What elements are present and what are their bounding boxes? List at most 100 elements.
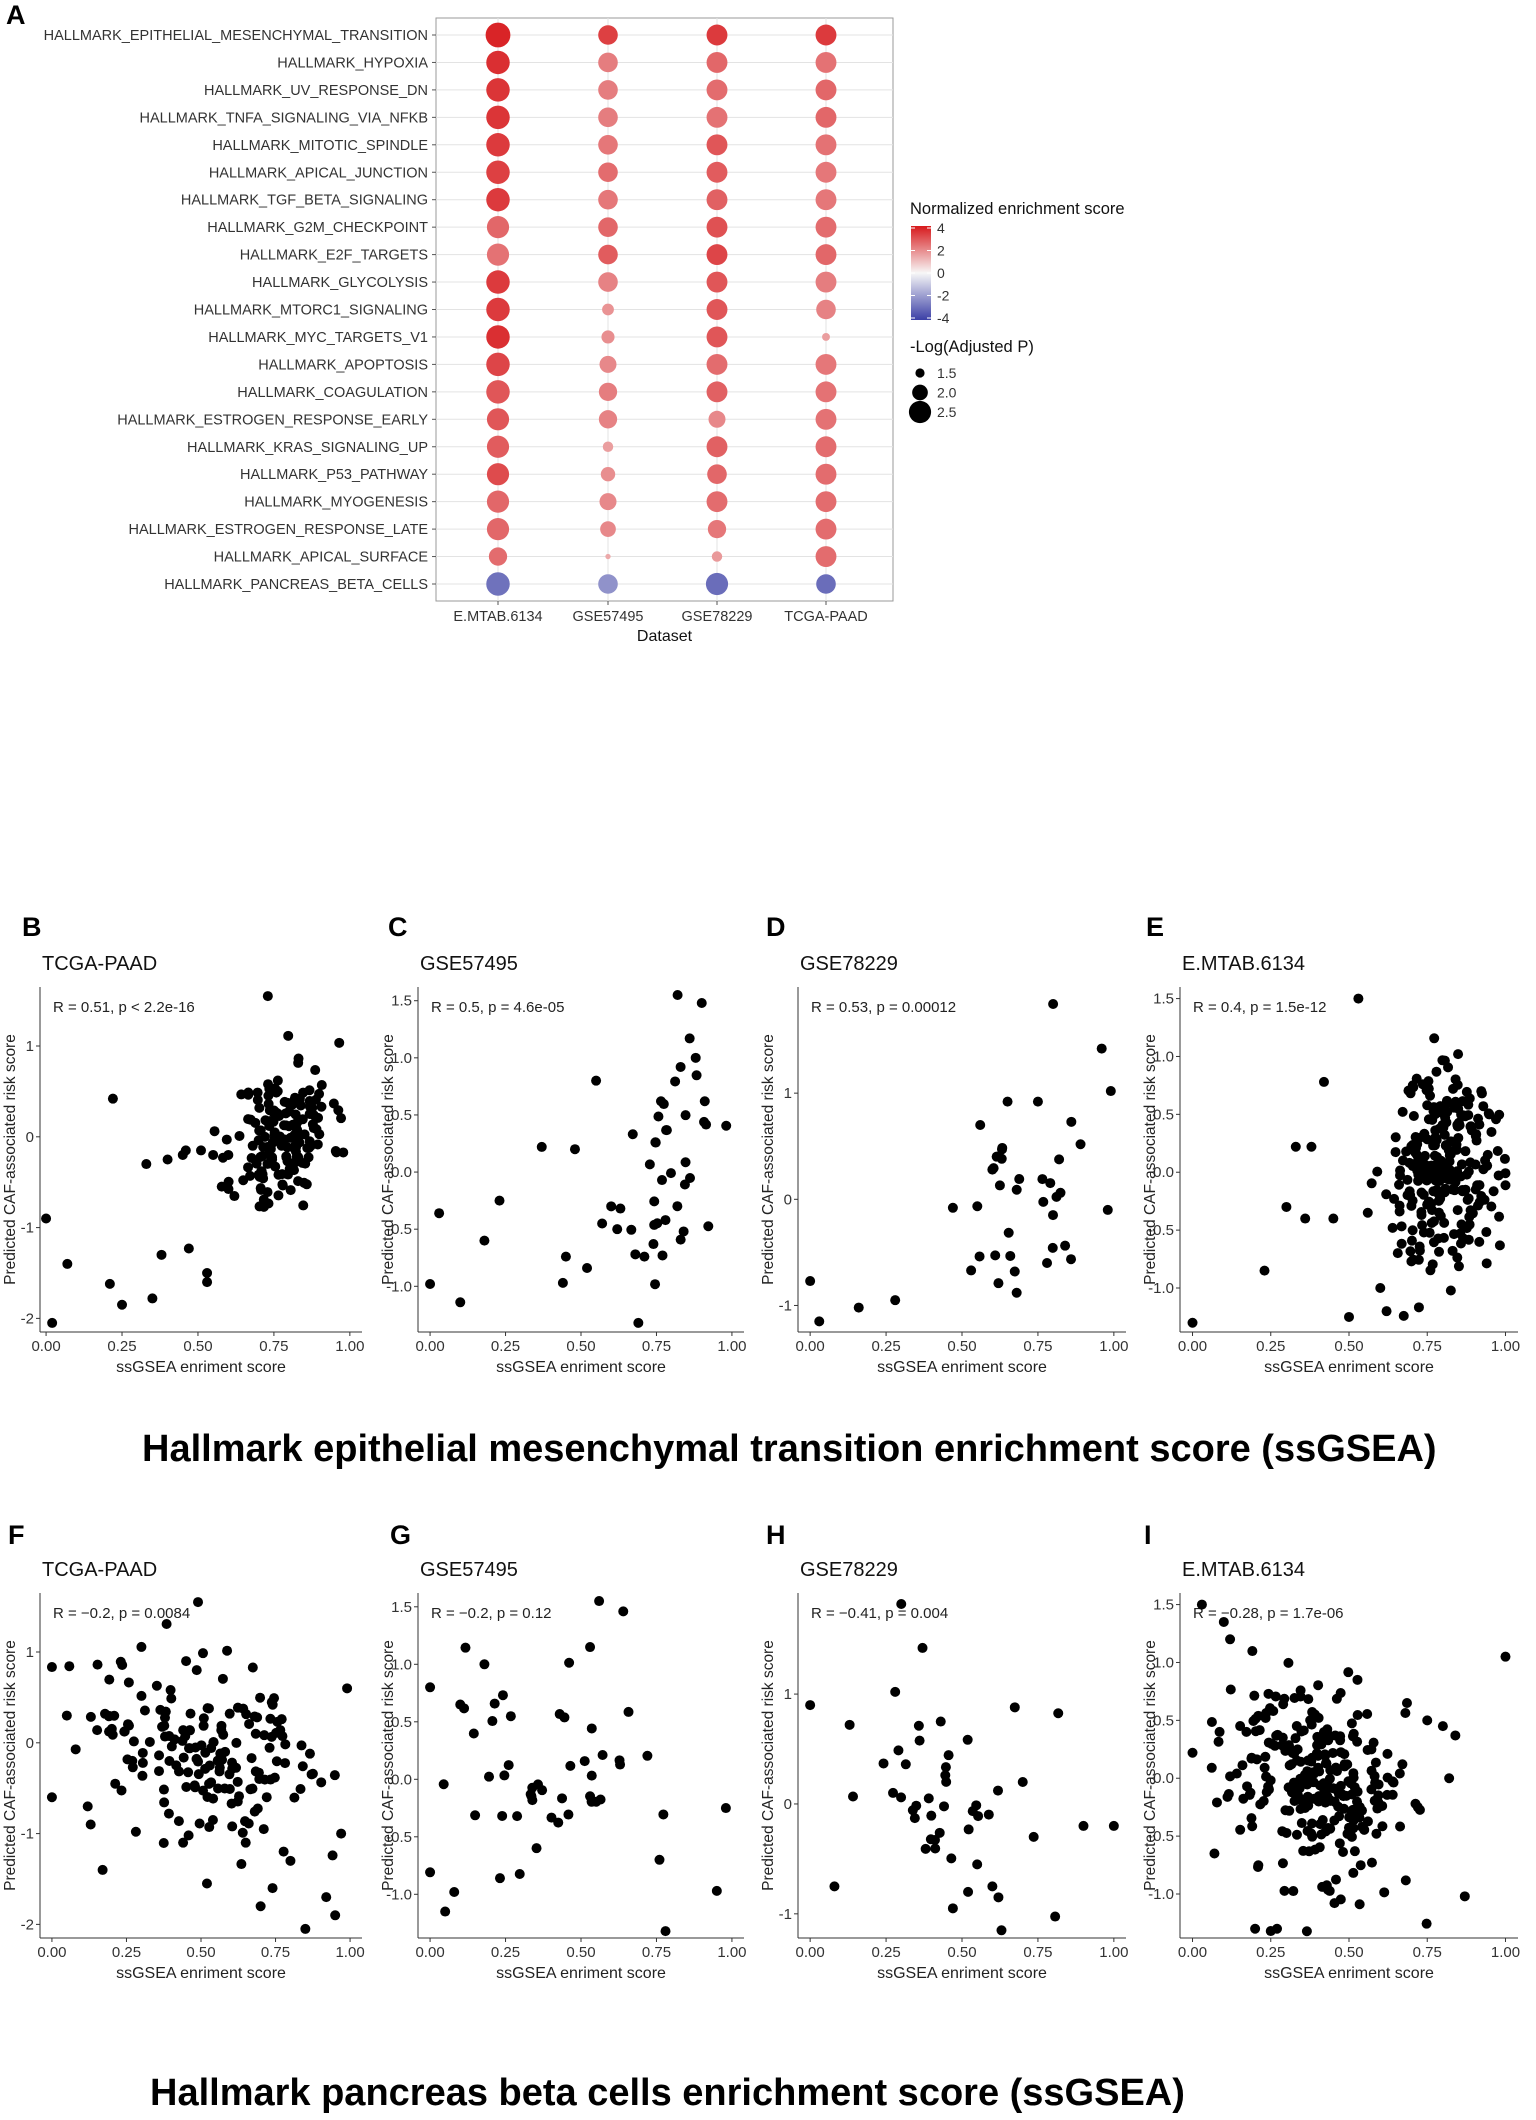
data-point bbox=[201, 1878, 212, 1889]
panel-label-d: D bbox=[766, 912, 786, 942]
enrichment-dot bbox=[486, 490, 510, 513]
x-tick-label: 0.75 bbox=[1023, 1944, 1052, 1961]
data-point bbox=[290, 1109, 301, 1120]
data-point bbox=[161, 1618, 172, 1629]
data-point bbox=[650, 1279, 661, 1290]
data-point bbox=[173, 1816, 184, 1827]
data-point bbox=[278, 1846, 289, 1857]
y-axis-title: Predicted CAF-associated risk score bbox=[760, 1034, 777, 1285]
data-point bbox=[1421, 1918, 1432, 1929]
data-point bbox=[685, 1173, 696, 1184]
data-point bbox=[263, 1198, 274, 1209]
data-point bbox=[1060, 1240, 1071, 1251]
data-point bbox=[122, 1754, 133, 1765]
data-point bbox=[947, 1202, 958, 1213]
data-point bbox=[1241, 1726, 1252, 1737]
y-tick-label: -1.0 bbox=[386, 1278, 412, 1295]
data-point bbox=[425, 1682, 436, 1693]
data-point bbox=[303, 1152, 314, 1163]
data-point bbox=[178, 1725, 189, 1736]
panel-label-i: I bbox=[1144, 1520, 1152, 1550]
x-tick-label: 0.50 bbox=[566, 1338, 595, 1355]
data-point bbox=[425, 1867, 436, 1878]
data-point bbox=[1281, 1827, 1292, 1838]
data-point bbox=[117, 1299, 128, 1310]
scatter-chart-f: TCGA-PAAD 0.00 0.25 0.50 0.75 1.00 -2 -1 0 1 ssGSE… bbox=[2, 1559, 365, 1982]
data-point bbox=[1494, 1109, 1505, 1120]
pathway-label: HALLMARK_APICAL_JUNCTION bbox=[209, 165, 428, 181]
enrichment-dot bbox=[815, 491, 837, 513]
data-point bbox=[1412, 1165, 1423, 1176]
data-point bbox=[156, 1249, 167, 1260]
enrichment-dot bbox=[815, 381, 837, 403]
chart-title: GSE57495 bbox=[420, 1559, 518, 1581]
data-point bbox=[479, 1659, 490, 1670]
y-tick-label: 0.0 bbox=[1153, 1770, 1174, 1787]
data-point bbox=[1209, 1848, 1220, 1859]
data-point bbox=[1488, 1186, 1499, 1197]
data-point bbox=[939, 1801, 950, 1812]
data-point bbox=[972, 1859, 983, 1870]
enrichment-dot bbox=[706, 189, 728, 211]
pathway-label: HALLMARK_G2M_CHECKPOINT bbox=[207, 220, 428, 236]
pathway-label: HALLMARK_P53_PATHWAY bbox=[240, 467, 428, 483]
enrichment-dot bbox=[598, 272, 618, 292]
data-point bbox=[70, 1744, 81, 1755]
panel-label-e: E bbox=[1146, 912, 1165, 942]
data-point bbox=[1416, 1187, 1427, 1198]
enrichment-dot bbox=[706, 244, 728, 266]
data-point bbox=[1296, 1818, 1307, 1829]
data-point bbox=[1003, 1227, 1014, 1238]
data-point bbox=[157, 1721, 168, 1732]
enrichment-dot bbox=[705, 572, 729, 596]
data-point bbox=[1309, 1793, 1320, 1804]
data-point bbox=[1463, 1110, 1474, 1121]
data-point bbox=[1428, 1216, 1439, 1227]
y-tick-label: 1 bbox=[26, 1644, 34, 1661]
data-point bbox=[1494, 1211, 1505, 1222]
data-point bbox=[966, 1265, 977, 1276]
data-point bbox=[983, 1809, 994, 1820]
enrichment-dot bbox=[706, 79, 728, 101]
data-point bbox=[158, 1838, 169, 1849]
data-point bbox=[672, 1201, 683, 1212]
data-point bbox=[940, 1762, 951, 1773]
data-point bbox=[1466, 1121, 1477, 1132]
data-point bbox=[295, 1100, 306, 1111]
data-point bbox=[1303, 1800, 1314, 1811]
data-point bbox=[311, 1124, 322, 1135]
data-point bbox=[1225, 1634, 1236, 1645]
data-point bbox=[164, 1730, 175, 1741]
data-point bbox=[1450, 1074, 1461, 1085]
data-point bbox=[267, 1152, 278, 1163]
data-point bbox=[460, 1642, 471, 1653]
data-point bbox=[151, 1680, 162, 1691]
data-point bbox=[202, 1791, 213, 1802]
data-point bbox=[1452, 1252, 1463, 1263]
data-point bbox=[177, 1735, 188, 1746]
data-point bbox=[479, 1235, 490, 1246]
data-point bbox=[1263, 1784, 1274, 1795]
data-point bbox=[1284, 1805, 1295, 1816]
data-point bbox=[585, 1791, 596, 1802]
enrichment-dot bbox=[815, 408, 837, 430]
data-point bbox=[1394, 1206, 1405, 1217]
data-point bbox=[1352, 1796, 1363, 1807]
data-point bbox=[300, 1923, 311, 1934]
x-axis-title: ssGSEA enriment score bbox=[877, 1965, 1047, 1982]
data-point bbox=[720, 1803, 731, 1814]
data-point bbox=[196, 1145, 206, 1156]
data-point bbox=[434, 1208, 445, 1219]
data-point bbox=[1053, 1708, 1064, 1719]
data-point bbox=[116, 1785, 127, 1796]
enrichment-dot bbox=[598, 135, 618, 155]
data-point bbox=[1105, 1086, 1116, 1097]
data-point bbox=[1320, 1758, 1331, 1769]
data-point bbox=[1428, 1237, 1439, 1248]
data-point bbox=[1249, 1690, 1260, 1701]
data-point bbox=[1463, 1234, 1474, 1245]
data-point bbox=[1394, 1179, 1405, 1190]
data-point bbox=[1413, 1254, 1424, 1265]
data-point bbox=[805, 1276, 816, 1287]
data-point bbox=[1486, 1126, 1497, 1137]
